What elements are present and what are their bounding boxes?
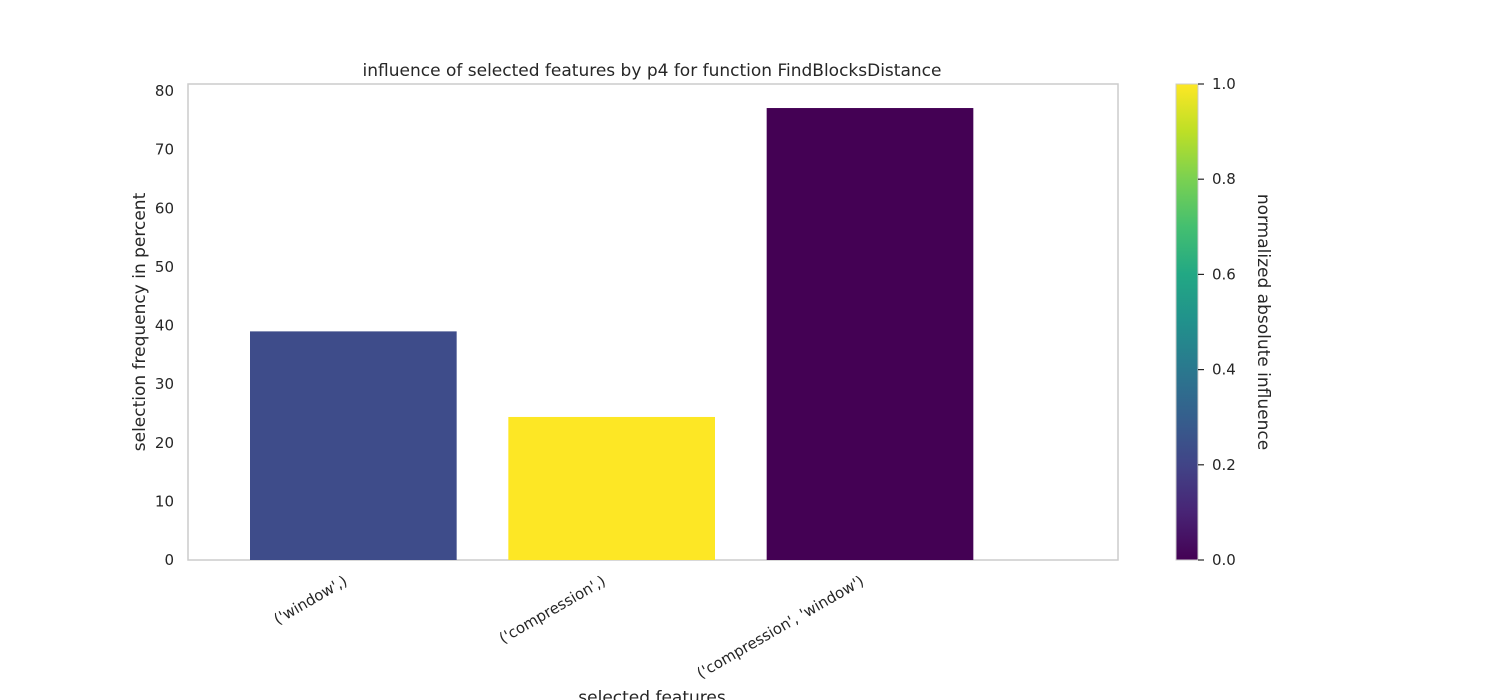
- x-ticks-group: ('window',) ('compression',) ('compression…: [271, 572, 867, 682]
- bar-1: [508, 416, 715, 560]
- colorbar: [1175, 83, 1199, 561]
- y-tick-label: 80: [155, 82, 174, 100]
- y-tick-label: 50: [155, 258, 174, 276]
- x-tick-label: ('window',): [271, 572, 351, 628]
- y-tick-label: 20: [155, 434, 174, 452]
- chart-title: influence of selected features by p4 for…: [363, 61, 942, 81]
- colorbar-label: normalized absolute influence: [1253, 194, 1273, 450]
- y-tick-label: 60: [155, 199, 174, 217]
- bars-group: [250, 108, 974, 560]
- bar-0: [250, 331, 457, 560]
- y-tick-label: 40: [155, 317, 174, 335]
- y-tick-label: 0: [164, 551, 174, 569]
- y-axis-label: selection frequency in percent: [130, 192, 150, 451]
- x-tick-label: ('compression', 'window'): [694, 572, 867, 682]
- colorbar-tick-label: 1.0: [1212, 75, 1236, 93]
- colorbar-tick-label: 0.2: [1212, 456, 1236, 474]
- y-tick-label: 10: [155, 492, 174, 510]
- y-tick-label: 30: [155, 375, 174, 393]
- colorbar-tick-label: 0.0: [1212, 551, 1236, 569]
- colorbar-ticks-group: 0.0 0.2 0.4 0.6 0.8 1.0: [1198, 75, 1236, 569]
- colorbar-tick-label: 0.4: [1212, 361, 1236, 379]
- colorbar-tick-label: 0.6: [1212, 265, 1236, 283]
- x-axis-label: selected features: [578, 688, 726, 700]
- colorbar-tick-label: 0.8: [1212, 170, 1236, 188]
- bar-2: [766, 108, 974, 560]
- y-tick-label: 70: [155, 141, 174, 159]
- y-ticks-group: 0 10 20 30 40 50 60 70 80: [155, 82, 174, 569]
- x-tick-label: ('compression',): [496, 572, 609, 648]
